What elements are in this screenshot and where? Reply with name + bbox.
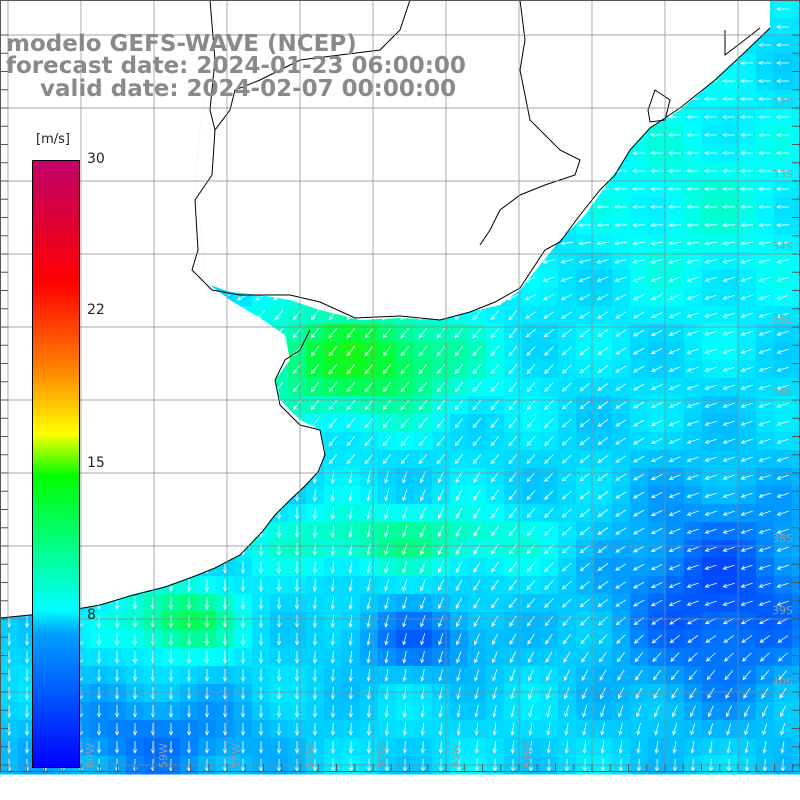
title-forecast-date: forecast date: 2024-01-23 06:00:00 [6,53,466,79]
colorbar-unit: [m/s] [36,132,70,147]
lon-label-57w: 57W [303,743,316,768]
title-model: modelo GEFS-WAVE (NCEP) [6,31,357,57]
lon-label-55w: 55W [449,743,462,768]
title-valid-date: valid date: 2024-02-07 00:00:00 [40,76,457,102]
lat-label-32s: 32S [772,96,793,109]
colorbar-tick-15: 15 [87,455,105,471]
colorbar-tick-22: 22 [87,302,105,318]
lat-label-35s: 35S [772,313,793,326]
colorbar [32,160,80,768]
lat-label-40s: 40S [772,676,793,689]
lon-label-56w: 56W [376,743,389,768]
lat-label-34s: 34S [772,240,793,253]
lat-label-33s: 33S [772,168,793,181]
lon-label-59w: 59W [157,743,170,768]
lon-label-60w: 60W [84,743,97,768]
lat-label-36s: 36S [772,386,793,399]
lon-label-54w: 54W [522,743,535,768]
lat-lon-grid [0,0,800,772]
colorbar-tick-8: 8 [87,607,96,623]
land-uruguay-brazil [60,0,770,320]
colorbar-tick-30: 30 [87,151,105,167]
axis-ticks [0,34,800,772]
lon-label-58w: 58W [230,743,243,768]
lat-label-39s: 39S [772,604,793,617]
lat-label-38s: 38S [772,532,793,545]
